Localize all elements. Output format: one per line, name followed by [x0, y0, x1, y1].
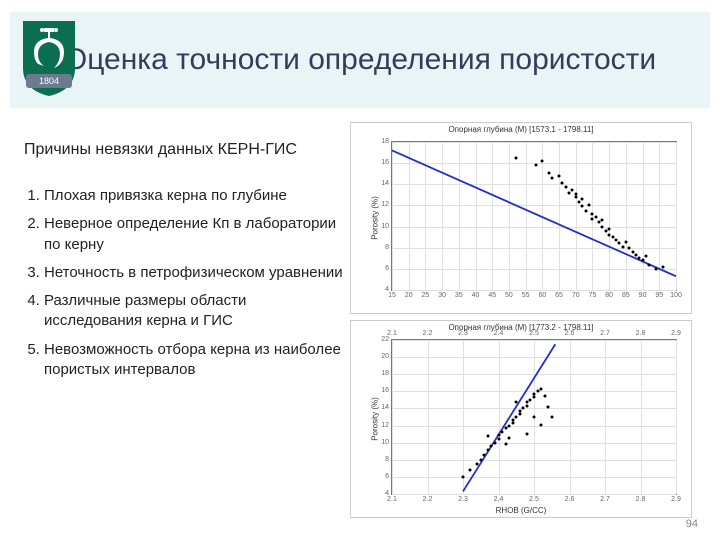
chart1-title: Опорная глубина (М) [1573.1 - 1798.11] [351, 125, 691, 134]
subheader: Причины невязки данных КЕРН-ГИС [24, 140, 314, 160]
slide-title: Оценка точности определения пористости [64, 43, 656, 78]
list-item: Невозможность отбора керна из наиболее п… [44, 340, 344, 381]
svg-text:1804: 1804 [39, 76, 59, 86]
scatter-chart-bottom: Опорная глубина (М) [1773.2 - 1798.11] P… [350, 320, 692, 518]
university-logo: 1804 [20, 18, 78, 98]
slide: Оценка точности определения пористости 1… [0, 0, 720, 540]
chart2-plot-area: 2.12.12.22.22.32.32.42.42.52.52.62.62.72… [391, 339, 677, 495]
list-item: Плохая привязка керна по глубине [44, 186, 344, 206]
reasons-list: Плохая привязка керна по глубине Неверно… [24, 186, 344, 388]
list-item: Неточность в петрофизическом уравнении [44, 263, 344, 283]
list-item: Различные размеры области исследования к… [44, 291, 344, 332]
list-item: Неверное определение Кп в лаборатории по… [44, 214, 344, 255]
scatter-chart-top: Опорная глубина (М) [1573.1 - 1798.11] P… [350, 122, 692, 314]
page-number: 94 [686, 518, 698, 530]
chart2-xlabel: RHOB (G/CC) [351, 506, 691, 515]
chart1-plot-area: 1520253035404550556065707580859095100468… [391, 141, 677, 291]
title-band: Оценка точности определения пористости [10, 12, 710, 108]
